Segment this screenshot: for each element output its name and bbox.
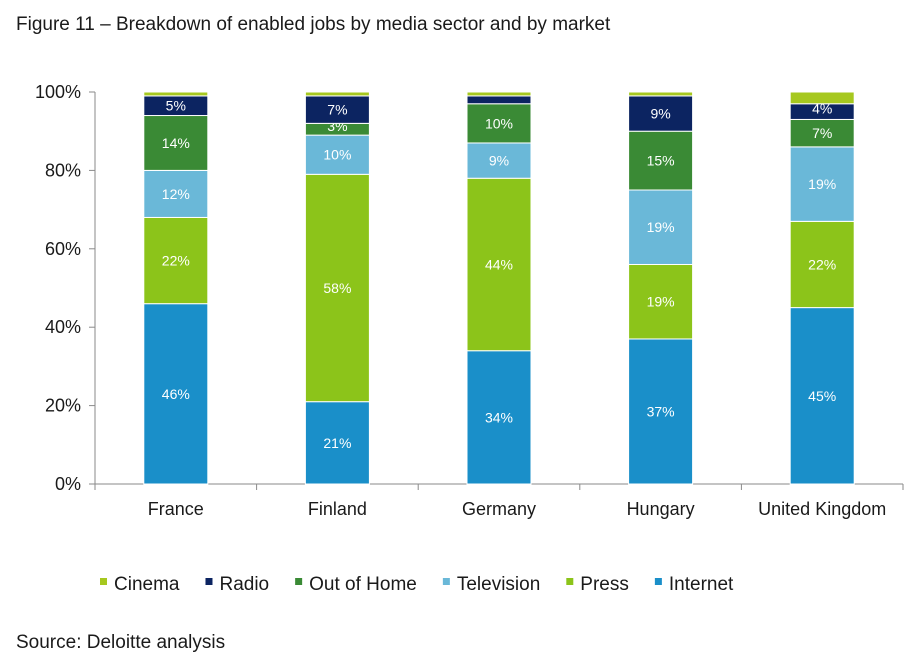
data-label-internet: 34%: [485, 409, 513, 425]
data-label-out-of-home: 15%: [647, 153, 675, 169]
bar-segment-television: [304, 134, 370, 175]
data-label-television: 9%: [489, 153, 509, 169]
legend-label: Internet: [669, 574, 734, 595]
legend-swatch: [442, 578, 450, 585]
x-category-label: France: [148, 499, 204, 519]
x-category-label: Finland: [308, 499, 367, 519]
bar-segment-cinema: [789, 91, 855, 105]
legend: Cinema Radio Out of Home Television Press Int…: [100, 574, 734, 595]
legend-item-internet: Internet: [654, 574, 734, 595]
legend-label: Press: [580, 574, 629, 595]
bars: 46%22%12%14%5%France21%58%10%3%7%Finland…: [143, 91, 886, 519]
bar-segment-press: [466, 177, 532, 352]
bar-segment-television: [466, 142, 532, 179]
data-label-press: 44%: [485, 256, 513, 272]
y-tick-label: 40%: [45, 317, 81, 337]
bar-segment-radio: [304, 95, 370, 124]
data-label-out-of-home: 14%: [162, 135, 190, 151]
data-label-radio: 7%: [327, 102, 347, 118]
data-label-press: 58%: [323, 280, 351, 296]
data-label-internet: 37%: [647, 403, 675, 419]
y-tick-label: 20%: [45, 396, 81, 416]
legend-label: Television: [457, 574, 540, 595]
bar-segment-cinema: [466, 91, 532, 97]
legend-swatch: [654, 578, 662, 585]
data-label-internet: 21%: [323, 435, 351, 451]
bar-segment-press: [628, 263, 694, 340]
legend-item-television: Television: [442, 574, 540, 595]
legend-label: Out of Home: [309, 574, 417, 595]
bar-segment-out-of-home: [628, 130, 694, 191]
bar-segment-internet: [143, 303, 209, 485]
legend-item-radio: Radio: [205, 574, 269, 595]
data-label-press: 22%: [808, 256, 836, 272]
data-label-television: 19%: [808, 176, 836, 192]
legend-item-press: Press: [566, 574, 629, 595]
legend-item-cinema: Cinema: [100, 574, 180, 595]
data-label-radio: 9%: [650, 106, 670, 122]
x-category-label: Germany: [462, 499, 536, 519]
x-category-label: United Kingdom: [758, 499, 886, 519]
bar-segment-internet: [466, 350, 532, 485]
data-label-out-of-home: 7%: [812, 125, 832, 141]
data-label-television: 19%: [647, 219, 675, 235]
bar-segment-cinema: [143, 91, 209, 97]
y-tick-label: 100%: [35, 82, 81, 102]
data-label-television: 12%: [162, 186, 190, 202]
y-tick-label: 60%: [45, 239, 81, 259]
figure-title: Figure 11 – Breakdown of enabled jobs by…: [16, 14, 611, 35]
legend-swatch: [100, 578, 107, 585]
bar-stack-hungary: 37% 19% 19% 15% 9% Hungary: [627, 91, 695, 519]
legend-swatch: [566, 578, 574, 585]
bar-segment-out-of-home: [143, 115, 209, 171]
source-note: Source: Deloitte analysis: [16, 632, 226, 653]
data-label-press: 19%: [647, 294, 675, 310]
bar-stack-germany: 34% 44% 9% 10% Germany: [462, 91, 536, 519]
bar-segment-television: [143, 169, 209, 218]
legend-label: Radio: [219, 574, 269, 595]
bar-stack-finland: 21%58%10%3%7%Finland: [304, 91, 370, 519]
data-label-press: 22%: [162, 253, 190, 269]
bar-stack-france: 46% 22% 12% 14% 5% France: [143, 91, 209, 519]
data-label-internet: 46%: [162, 386, 190, 402]
bar-segment-internet: [628, 338, 694, 485]
bar-segment-radio: [466, 95, 532, 105]
data-label-out-of-home: 10%: [485, 115, 513, 131]
bar-segment-press: [789, 220, 855, 309]
legend-item-out-of-home: Out of Home: [295, 574, 417, 595]
legend-label: Cinema: [114, 574, 180, 595]
axes: 0% 20% 40% 60% 80% 100%: [35, 82, 904, 494]
bar-segment-internet: [304, 401, 370, 485]
data-label-internet: 45%: [808, 388, 836, 404]
legend-swatch: [295, 578, 303, 585]
data-label-radio: 4%: [812, 101, 832, 117]
bar-segment-press: [304, 173, 370, 403]
data-label-television: 10%: [323, 147, 351, 163]
y-tick-label: 80%: [45, 160, 81, 180]
bar-segment-radio: [628, 95, 694, 132]
bar-stack-united-kingdom: 45% 22% 19% 7% 4% United Kingdom: [758, 91, 886, 519]
x-category-label: Hungary: [627, 499, 695, 519]
data-label-radio: 5%: [166, 98, 186, 114]
bar-segment-cinema: [628, 91, 694, 97]
bar-segment-television: [789, 146, 855, 222]
y-tick-label: 0%: [55, 474, 81, 494]
bar-segment-press: [143, 216, 209, 305]
legend-swatch: [205, 578, 213, 585]
bar-segment-cinema: [304, 91, 370, 97]
bar-segment-television: [628, 189, 694, 265]
